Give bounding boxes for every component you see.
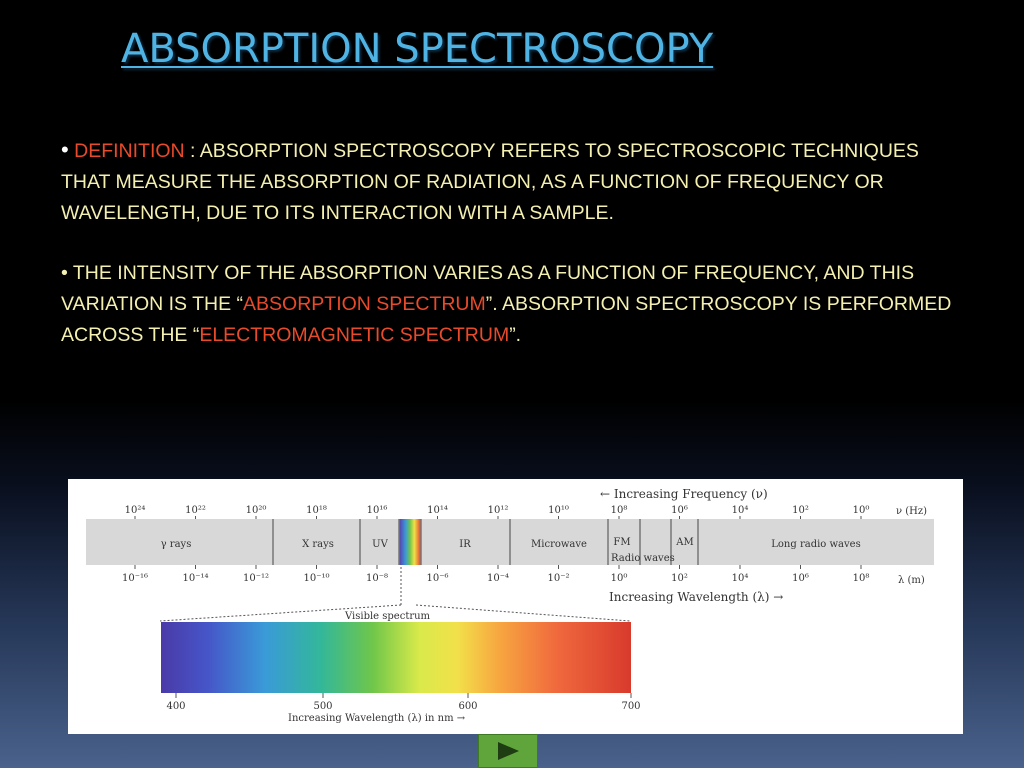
frequency-tick-label: 10¹⁸ bbox=[306, 505, 327, 516]
band-label: γ rays bbox=[161, 539, 192, 550]
wavelength-tick-label: 10⁻⁸ bbox=[366, 573, 388, 584]
wavelength-tick-label: 10⁻¹⁰ bbox=[303, 573, 329, 584]
visible-tick-label: 600 bbox=[458, 701, 477, 712]
wavelength-tick-label: 10⁻⁴ bbox=[487, 573, 509, 584]
visible-spectrum-bar bbox=[161, 622, 631, 693]
band-labels: γ rays X rays UV IR Microwave FM AM Long radio … bbox=[161, 537, 861, 550]
wavelength-tick-label: 10⁰ bbox=[611, 573, 628, 584]
band-label: Long radio waves bbox=[771, 539, 860, 550]
next-slide-button[interactable] bbox=[478, 734, 538, 768]
wavelength-tick-label: 10⁻² bbox=[547, 573, 569, 584]
frequency-tick-label: 10⁸ bbox=[611, 505, 628, 516]
frequency-tick-label: 10²² bbox=[185, 505, 206, 516]
absorption-spectrum-highlight: ABSORPTION SPECTRUM bbox=[243, 293, 486, 315]
definition-paragraph: • DEFINITION : ABSORPTION SPECTROSCOPY R… bbox=[61, 134, 961, 229]
em-spectrum-diagram: ← Increasing Frequency (ν) ν (Hz) 10²⁴ 10… bbox=[86, 487, 934, 724]
visible-axis-label: Increasing Wavelength (λ) in nm → bbox=[288, 713, 466, 724]
wavelength-tick-label: 10⁴ bbox=[732, 573, 749, 584]
frequency-tick-label: 10² bbox=[792, 505, 809, 516]
wavelength-tick-label: 10⁻¹⁶ bbox=[122, 573, 148, 584]
play-triangle-icon bbox=[498, 742, 519, 760]
intensity-text-2: ”. ABSORPTION SPECTROSCOPY IS PERFORMED … bbox=[61, 293, 952, 346]
band-label: X rays bbox=[302, 539, 334, 550]
visible-tick-label: 500 bbox=[313, 701, 332, 712]
frequency-tick-label: 10²⁴ bbox=[125, 505, 146, 516]
visible-tick-labels: 400 500 600 700 bbox=[166, 693, 641, 712]
intensity-text-3: ”. bbox=[509, 324, 522, 346]
visible-tick-label: 700 bbox=[621, 701, 640, 712]
electromagnetic-spectrum-highlight: ELECTROMAGNETIC SPECTRUM bbox=[199, 324, 510, 346]
frequency-tick-labels: 10²⁴ 10²² 10²⁰ 10¹⁸ 10¹⁶ 10¹⁴ 10¹² 10¹⁰ 10⁸ 10⁶ 10… bbox=[125, 505, 870, 519]
frequency-tick-label: 10¹⁴ bbox=[427, 505, 448, 516]
zoom-line-left bbox=[159, 604, 402, 622]
definition-text: : ABSORPTION SPECTROSCOPY REFERS TO SPEC… bbox=[61, 140, 919, 224]
visible-tick-label: 400 bbox=[166, 701, 185, 712]
em-spectrum-figure: ← Increasing Frequency (ν) ν (Hz) 10²⁴ 10… bbox=[68, 479, 963, 734]
intensity-bullet: • bbox=[61, 262, 68, 284]
frequency-tick-label: 10⁴ bbox=[732, 505, 749, 516]
frequency-tick-label: 10⁶ bbox=[671, 505, 688, 516]
radio-waves-label: Radio waves bbox=[611, 553, 675, 564]
frequency-tick-label: 10¹² bbox=[488, 505, 509, 516]
frequency-tick-label: 10¹⁶ bbox=[367, 505, 388, 516]
increasing-frequency-label: ← Increasing Frequency (ν) bbox=[600, 487, 768, 501]
band-label: Microwave bbox=[531, 539, 587, 550]
band-label: IR bbox=[459, 539, 471, 550]
frequency-tick-label: 10⁰ bbox=[853, 505, 870, 516]
wavelength-unit: λ (m) bbox=[898, 575, 925, 586]
visible-band-strip bbox=[399, 519, 421, 565]
wavelength-tick-label: 10² bbox=[671, 573, 688, 584]
wavelength-tick-labels: 10⁻¹⁶ 10⁻¹⁴ 10⁻¹² 10⁻¹⁰ 10⁻⁸ 10⁻⁶ 10⁻⁴ 10⁻² 10⁰ 1… bbox=[122, 565, 869, 584]
visible-spectrum-title: Visible spectrum bbox=[344, 611, 431, 622]
definition-bullet: • bbox=[61, 137, 69, 162]
slide-title: ABSORPTION SPECTROSCOPY bbox=[121, 26, 714, 72]
zoom-line-right bbox=[415, 604, 631, 622]
wavelength-tick-label: 10⁻⁶ bbox=[426, 573, 448, 584]
band-dividers bbox=[272, 519, 699, 565]
band-label: FM bbox=[613, 537, 630, 548]
intensity-text-1: THE INTENSITY OF THE ABSORPTION VARIES A… bbox=[61, 262, 915, 315]
band-label: AM bbox=[675, 537, 693, 548]
wavelength-tick-label: 10⁶ bbox=[792, 573, 809, 584]
wavelength-tick-label: 10⁻¹⁴ bbox=[182, 573, 208, 584]
frequency-tick-label: 10²⁰ bbox=[246, 505, 267, 516]
increasing-wavelength-label: Increasing Wavelength (λ) → bbox=[609, 590, 783, 604]
frequency-tick-label: 10¹⁰ bbox=[548, 505, 569, 516]
frequency-unit: ν (Hz) bbox=[896, 506, 927, 517]
definition-label: DEFINITION bbox=[74, 140, 185, 162]
wavelength-tick-label: 10⁸ bbox=[853, 573, 870, 584]
band-label: UV bbox=[372, 539, 388, 550]
intensity-paragraph: • THE INTENSITY OF THE ABSORPTION VARIES… bbox=[61, 258, 961, 351]
wavelength-tick-label: 10⁻¹² bbox=[243, 573, 269, 584]
